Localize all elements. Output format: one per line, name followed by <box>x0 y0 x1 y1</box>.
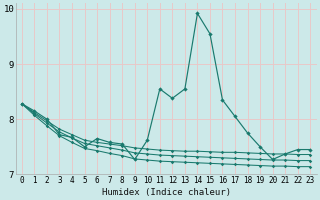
X-axis label: Humidex (Indice chaleur): Humidex (Indice chaleur) <box>101 188 231 197</box>
